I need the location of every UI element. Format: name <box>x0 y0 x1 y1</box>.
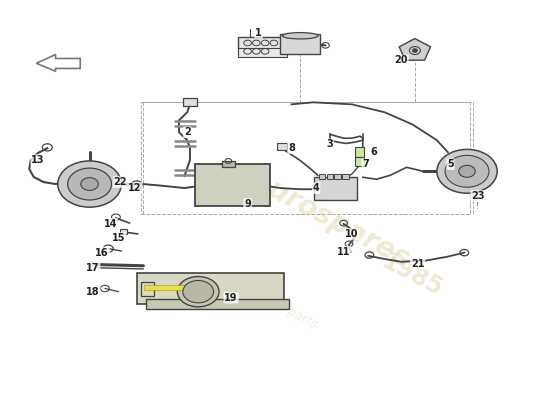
Text: 13: 13 <box>31 155 45 165</box>
Text: 6: 6 <box>370 147 377 157</box>
FancyBboxPatch shape <box>314 177 357 200</box>
Circle shape <box>177 276 219 307</box>
FancyBboxPatch shape <box>319 174 326 179</box>
Text: 17: 17 <box>86 263 100 273</box>
Text: 12: 12 <box>128 183 142 193</box>
Ellipse shape <box>282 32 318 39</box>
Circle shape <box>68 168 112 200</box>
FancyBboxPatch shape <box>280 34 320 54</box>
Text: 1985: 1985 <box>377 250 447 302</box>
FancyBboxPatch shape <box>138 273 284 304</box>
Text: 15: 15 <box>112 233 125 243</box>
FancyBboxPatch shape <box>342 174 349 179</box>
FancyBboxPatch shape <box>334 174 341 179</box>
FancyBboxPatch shape <box>146 299 289 309</box>
FancyBboxPatch shape <box>183 98 196 106</box>
Bar <box>141 102 470 214</box>
FancyBboxPatch shape <box>120 230 128 234</box>
Text: 18: 18 <box>86 287 100 297</box>
Text: 20: 20 <box>394 56 408 66</box>
FancyBboxPatch shape <box>222 160 235 167</box>
Circle shape <box>437 149 497 193</box>
Text: 19: 19 <box>224 293 238 303</box>
FancyBboxPatch shape <box>238 36 287 49</box>
Text: 14: 14 <box>103 219 117 229</box>
Circle shape <box>183 280 213 303</box>
Text: 2: 2 <box>184 127 191 137</box>
FancyBboxPatch shape <box>355 147 364 157</box>
Polygon shape <box>36 54 80 71</box>
Polygon shape <box>399 38 431 60</box>
FancyBboxPatch shape <box>195 164 270 206</box>
FancyBboxPatch shape <box>355 157 364 166</box>
Circle shape <box>81 178 98 190</box>
Text: 11: 11 <box>337 247 350 257</box>
Text: 7: 7 <box>362 159 369 169</box>
Circle shape <box>459 165 475 177</box>
Circle shape <box>58 161 122 207</box>
Text: 9: 9 <box>244 199 251 209</box>
Text: 4: 4 <box>313 183 320 193</box>
Circle shape <box>445 155 489 187</box>
FancyBboxPatch shape <box>277 143 287 150</box>
Text: 23: 23 <box>471 191 485 201</box>
Text: a part for parts: a part for parts <box>230 276 320 332</box>
Text: 1: 1 <box>255 28 262 38</box>
FancyBboxPatch shape <box>141 282 155 296</box>
Text: 10: 10 <box>345 229 359 239</box>
Text: eurospares: eurospares <box>246 166 414 274</box>
Text: 3: 3 <box>327 139 333 149</box>
Text: 16: 16 <box>96 248 109 258</box>
FancyBboxPatch shape <box>327 174 333 179</box>
Text: 5: 5 <box>447 159 454 169</box>
FancyBboxPatch shape <box>144 285 191 290</box>
FancyBboxPatch shape <box>238 48 287 56</box>
Text: 21: 21 <box>411 259 425 269</box>
Text: 22: 22 <box>113 177 127 187</box>
Text: 8: 8 <box>288 143 295 153</box>
Circle shape <box>412 49 417 52</box>
